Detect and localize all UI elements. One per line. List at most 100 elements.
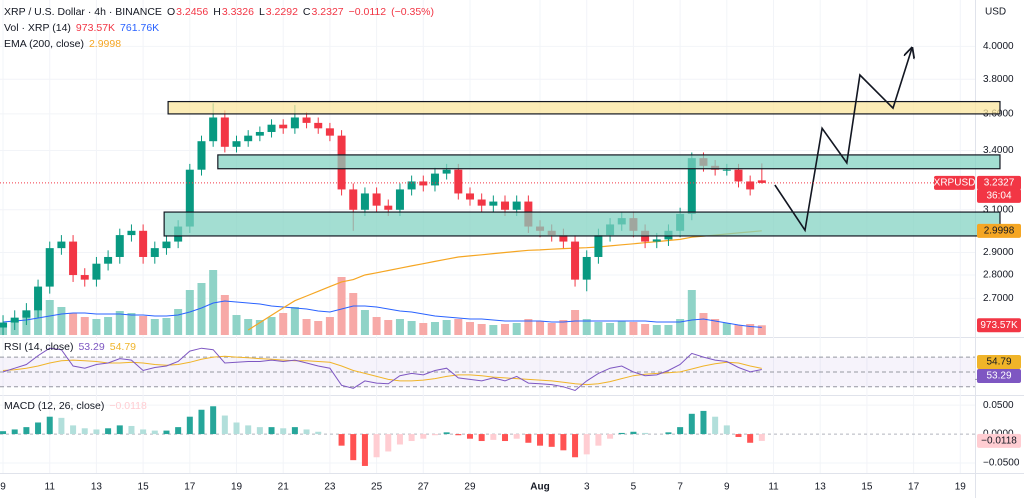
rsi-ma-tag: 54.79 [986, 357, 1011, 368]
volume-bar [407, 321, 416, 335]
volume-bar [290, 307, 299, 335]
ohlc-key: C [302, 6, 311, 18]
volume-bar [547, 323, 556, 335]
candle-body [442, 169, 451, 174]
macd-bar [93, 429, 100, 435]
volume-bar [512, 323, 521, 335]
rsi-ma-line [2, 355, 762, 386]
volume-bar [757, 325, 766, 335]
volume-bar [150, 319, 159, 335]
macd-bar [210, 406, 217, 435]
ema-line [247, 230, 762, 331]
symbol-tag: XRPUSD [934, 178, 976, 189]
ema-value: 2.9998 [88, 38, 122, 50]
macd-bar [758, 434, 765, 441]
volume-bar [536, 321, 545, 335]
ohlc-value: 3.2456 [176, 6, 209, 18]
macd-bar [642, 432, 649, 435]
macd-bar [256, 427, 263, 435]
volume-value: 973.57K [75, 22, 116, 34]
macd-bar [81, 428, 88, 435]
candle-body [150, 248, 159, 257]
macd-bar [548, 434, 555, 447]
macd-bar [315, 431, 322, 435]
x-tick-label: 17 [908, 482, 920, 493]
volume-bar [34, 310, 43, 335]
macd-bar [431, 434, 438, 436]
y-tick-label: 2.8000 [983, 270, 1014, 281]
macd-bar [0, 431, 7, 435]
candle-body [477, 199, 486, 206]
macd-bar [618, 432, 625, 435]
macd-bar [175, 427, 182, 435]
candle-body [115, 235, 124, 257]
x-tick-label: 19 [231, 482, 243, 493]
volume-bar [255, 320, 264, 335]
volume-bar [582, 319, 591, 335]
macd-bar [455, 434, 462, 436]
macd-bar [478, 434, 485, 442]
candle-body [757, 180, 766, 183]
macd-bar [688, 413, 695, 435]
rsi-line [2, 347, 762, 392]
price-tag-bg [977, 175, 1021, 190]
rsi-ma-value: 54.79 [109, 341, 137, 353]
macd-bar [221, 415, 228, 435]
candle-body [139, 230, 148, 257]
volume-bar [174, 309, 183, 335]
volume-bar [232, 315, 241, 335]
candle-body [209, 117, 218, 142]
x-tick-label: 25 [371, 482, 383, 493]
macd-bar [361, 434, 368, 466]
rsi-legend: RSI (14, close) 53.29 54.79 [4, 339, 141, 355]
y-tick-label: 2.9000 [983, 247, 1014, 258]
macd-bar [151, 430, 158, 435]
countdown-tag: 36:04 [986, 191, 1011, 202]
macd-bar [291, 427, 298, 435]
candle-body [454, 169, 463, 194]
macd-bar [46, 416, 53, 435]
rsi-tag-bg [977, 368, 1021, 383]
candle-body [302, 117, 311, 123]
volume-bar [641, 324, 650, 335]
macd-bar [35, 422, 42, 435]
ohlc-value: 3.3326 [221, 6, 254, 18]
candle-body [22, 310, 31, 318]
macd-bar [677, 427, 684, 435]
candle-body [10, 317, 19, 323]
volume-bar [594, 322, 603, 335]
macd-bar [607, 434, 614, 439]
x-tick-label: Aug [530, 482, 549, 493]
volume-bar [325, 317, 334, 335]
candle-body [290, 117, 299, 129]
volume-bar [395, 319, 404, 335]
candle-body [582, 256, 591, 280]
x-tick-label: 23 [324, 482, 336, 493]
candle-body [395, 189, 404, 210]
x-tick-label: 27 [418, 482, 430, 493]
candle-body [571, 241, 580, 280]
volume-bar [430, 322, 439, 335]
volume-bar [664, 325, 673, 335]
change: −0.0112 [348, 6, 387, 18]
symbol-tag-bg [934, 175, 975, 190]
legend-row: EMA (200, close) 2.9998 [4, 36, 439, 52]
y-tick-label: 2.7000 [983, 293, 1014, 304]
candle-body [69, 241, 78, 276]
macd-bar [280, 428, 287, 435]
volume-bar [279, 313, 288, 335]
macd-bar [700, 410, 707, 435]
macd-bar [268, 427, 275, 435]
macd-bar [163, 430, 170, 435]
ema-tag-bg [977, 223, 1021, 238]
volume-bar [629, 322, 638, 335]
macd-bar [712, 416, 719, 435]
macd-bar [23, 427, 30, 435]
volume-bar [69, 313, 78, 335]
candle-body [501, 201, 510, 210]
volume-bar [360, 310, 369, 335]
y-tick-label: 3.1000 [983, 204, 1014, 215]
volume-bar [465, 322, 474, 335]
